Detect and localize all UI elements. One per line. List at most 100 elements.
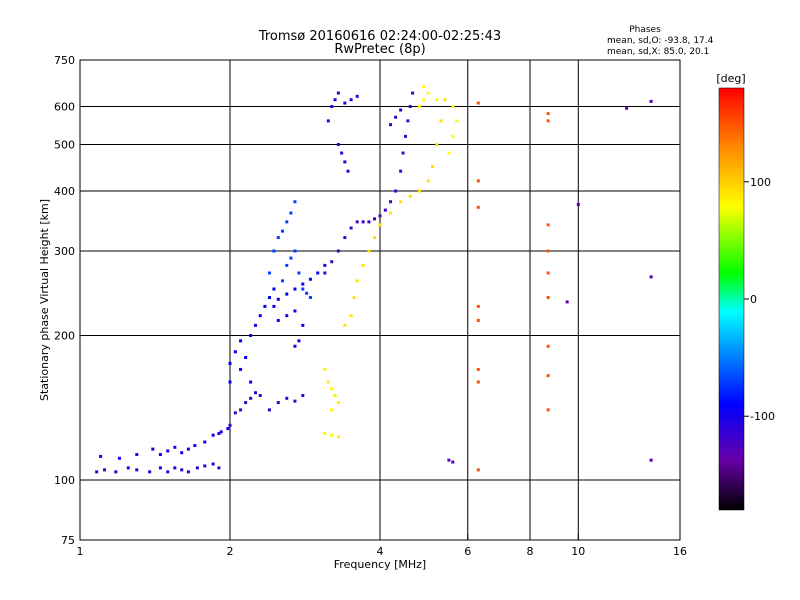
- echo-point: [399, 200, 403, 204]
- echo-point: [173, 445, 177, 449]
- echo-point: [293, 287, 297, 291]
- echo-point: [195, 466, 199, 470]
- echo-point: [355, 94, 359, 98]
- echo-point: [148, 470, 152, 474]
- echo-point: [394, 189, 398, 193]
- echo-point: [399, 108, 403, 112]
- echo-point: [411, 91, 415, 95]
- echo-point: [267, 408, 271, 412]
- echo-point: [326, 119, 330, 123]
- echo-point: [301, 287, 305, 291]
- x-tick-label: 1: [77, 545, 84, 558]
- echo-point: [249, 334, 253, 338]
- echo-point: [343, 236, 347, 240]
- echo-point: [126, 466, 130, 470]
- echo-point: [435, 98, 439, 102]
- echo-point: [253, 391, 257, 395]
- echo-point: [272, 287, 276, 291]
- echo-point: [336, 91, 340, 95]
- echo-point: [114, 470, 118, 474]
- echo-point: [226, 427, 230, 431]
- echo-point: [272, 304, 276, 308]
- echo-point: [297, 271, 301, 275]
- echo-point: [135, 468, 139, 472]
- echo-point: [305, 291, 309, 295]
- grid-lines: [80, 60, 680, 540]
- echo-point: [293, 309, 297, 313]
- echo-point: [289, 211, 293, 215]
- x-tick-label: 8: [527, 545, 534, 558]
- echo-point: [361, 263, 365, 267]
- echo-point: [336, 143, 340, 147]
- echo-point: [285, 220, 289, 224]
- x-tick-label: 16: [673, 545, 687, 558]
- colorbar-tick-label: 100: [750, 176, 771, 189]
- echo-point: [95, 470, 99, 474]
- echo-point: [476, 304, 480, 308]
- echo-point: [546, 249, 550, 253]
- colorbar-tick-label: 0: [750, 293, 757, 306]
- echo-point: [401, 151, 405, 155]
- echo-point: [249, 380, 253, 384]
- echo-point: [426, 179, 430, 183]
- y-tick-label: 400: [54, 185, 75, 198]
- echo-point: [443, 98, 447, 102]
- echo-point: [253, 323, 257, 327]
- echo-point: [361, 220, 365, 224]
- colorbar-ticks: 100 0 -100: [744, 176, 775, 423]
- x-tick-label: 6: [464, 545, 471, 558]
- chart-title: Tromsø 20160616 02:24:00-02:25:43: [258, 29, 501, 44]
- echo-point: [367, 249, 371, 253]
- echo-point: [166, 449, 170, 453]
- echo-point: [293, 249, 297, 253]
- echo-point: [239, 339, 243, 343]
- echo-point: [151, 447, 155, 451]
- echo-point: [383, 208, 387, 212]
- echo-point: [408, 194, 412, 198]
- echo-point: [343, 160, 347, 164]
- phase-colorbar: [718, 87, 745, 511]
- echo-point: [546, 344, 550, 348]
- echo-point: [546, 271, 550, 275]
- echo-point: [565, 300, 569, 304]
- echo-point: [186, 447, 190, 451]
- echo-point: [417, 189, 421, 193]
- echo-point: [276, 297, 280, 301]
- echo-point: [649, 275, 653, 279]
- echo-point: [228, 380, 232, 384]
- echo-point: [173, 466, 177, 470]
- echo-point: [349, 226, 353, 230]
- echo-point: [455, 119, 459, 123]
- echo-point: [323, 271, 327, 275]
- echo-point: [447, 458, 451, 462]
- echo-point: [272, 249, 276, 253]
- echo-point: [285, 292, 289, 296]
- echo-point: [267, 271, 271, 275]
- echo-point: [263, 304, 267, 308]
- echo-point: [546, 408, 550, 412]
- echo-point: [649, 458, 653, 462]
- echo-point: [546, 223, 550, 227]
- echo-point: [258, 394, 262, 398]
- echo-point: [330, 408, 334, 412]
- echo-point: [166, 470, 170, 474]
- y-tick-label: 200: [54, 330, 75, 343]
- echo-point: [267, 296, 271, 300]
- echo-point: [340, 151, 344, 155]
- echo-point: [301, 394, 305, 398]
- echo-point: [336, 401, 340, 405]
- echo-point: [330, 260, 334, 264]
- echo-point: [228, 423, 232, 427]
- echo-point: [276, 236, 280, 240]
- echo-point: [476, 101, 480, 105]
- echo-point: [135, 453, 139, 457]
- echo-point: [323, 367, 327, 371]
- echo-point: [323, 263, 327, 267]
- echo-point: [326, 380, 330, 384]
- y-tick-label: 500: [54, 139, 75, 152]
- echo-point: [367, 220, 371, 224]
- colorbar-label: [deg]: [716, 72, 745, 85]
- echo-point: [349, 98, 353, 102]
- echo-point: [281, 279, 285, 283]
